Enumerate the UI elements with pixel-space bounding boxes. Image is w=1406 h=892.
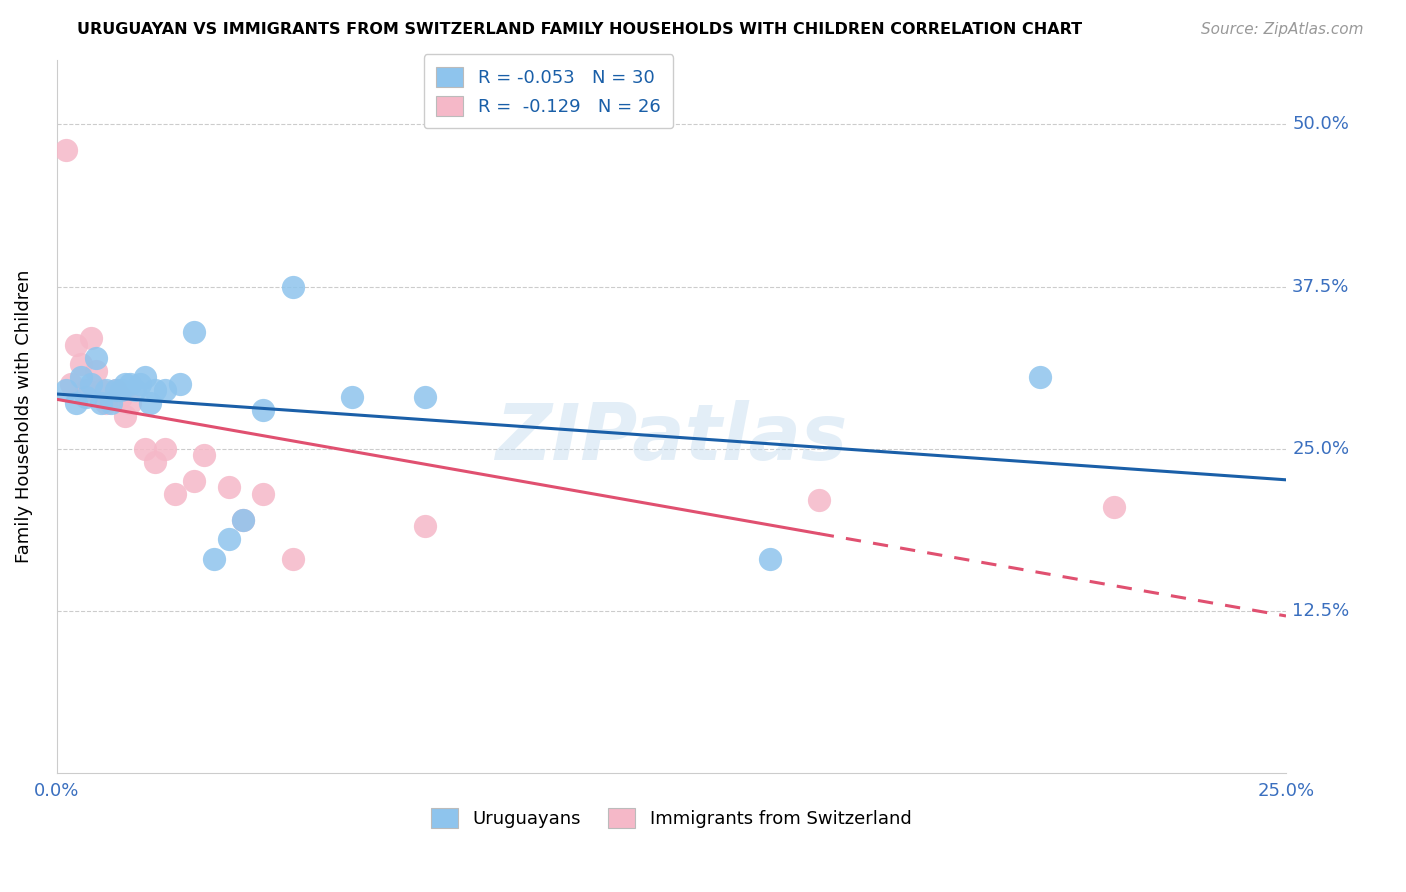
Point xyxy=(60,376,83,391)
Legend: Uruguayans, Immigrants from Switzerland: Uruguayans, Immigrants from Switzerland xyxy=(423,801,918,835)
Text: 37.5%: 37.5% xyxy=(1292,277,1350,295)
Point xyxy=(65,338,87,352)
Point xyxy=(100,396,122,410)
Point xyxy=(193,448,215,462)
Point xyxy=(55,383,77,397)
Point xyxy=(104,383,127,397)
Point xyxy=(202,551,225,566)
Point xyxy=(143,454,166,468)
Point xyxy=(65,396,87,410)
Point xyxy=(134,370,156,384)
Point xyxy=(252,487,274,501)
Point xyxy=(281,279,304,293)
Point xyxy=(807,493,830,508)
Point xyxy=(114,376,136,391)
Point xyxy=(415,390,437,404)
Point xyxy=(70,357,93,371)
Point xyxy=(143,383,166,397)
Point xyxy=(183,474,205,488)
Point xyxy=(70,370,93,384)
Point xyxy=(281,551,304,566)
Point xyxy=(80,376,103,391)
Point xyxy=(169,376,191,391)
Point xyxy=(80,331,103,345)
Point xyxy=(84,364,107,378)
Point xyxy=(218,481,240,495)
Point xyxy=(758,551,780,566)
Text: 25.0%: 25.0% xyxy=(1292,440,1350,458)
Point xyxy=(84,351,107,365)
Point xyxy=(340,390,363,404)
Y-axis label: Family Households with Children: Family Households with Children xyxy=(15,269,32,563)
Point xyxy=(134,442,156,456)
Point xyxy=(90,383,112,397)
Point xyxy=(120,376,142,391)
Point xyxy=(75,383,97,397)
Point xyxy=(129,376,152,391)
Point xyxy=(163,487,186,501)
Point xyxy=(1029,370,1052,384)
Point xyxy=(232,513,254,527)
Point xyxy=(94,396,117,410)
Point xyxy=(120,396,142,410)
Point xyxy=(153,442,176,456)
Point xyxy=(110,390,132,404)
Point xyxy=(139,396,162,410)
Point xyxy=(55,144,77,158)
Text: URUGUAYAN VS IMMIGRANTS FROM SWITZERLAND FAMILY HOUSEHOLDS WITH CHILDREN CORRELA: URUGUAYAN VS IMMIGRANTS FROM SWITZERLAND… xyxy=(77,22,1083,37)
Text: 12.5%: 12.5% xyxy=(1292,602,1350,620)
Point xyxy=(153,383,176,397)
Point xyxy=(114,409,136,424)
Point xyxy=(90,396,112,410)
Text: ZIPatlas: ZIPatlas xyxy=(495,400,848,475)
Point xyxy=(252,402,274,417)
Text: Source: ZipAtlas.com: Source: ZipAtlas.com xyxy=(1201,22,1364,37)
Point xyxy=(75,390,97,404)
Point xyxy=(124,383,146,397)
Point xyxy=(110,383,132,397)
Point xyxy=(1102,500,1125,514)
Point xyxy=(104,383,127,397)
Point xyxy=(415,519,437,533)
Point xyxy=(94,383,117,397)
Point xyxy=(218,533,240,547)
Text: 50.0%: 50.0% xyxy=(1292,115,1348,134)
Point xyxy=(232,513,254,527)
Point xyxy=(183,325,205,339)
